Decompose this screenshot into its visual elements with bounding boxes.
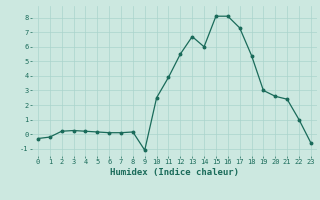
X-axis label: Humidex (Indice chaleur): Humidex (Indice chaleur) [110, 168, 239, 177]
